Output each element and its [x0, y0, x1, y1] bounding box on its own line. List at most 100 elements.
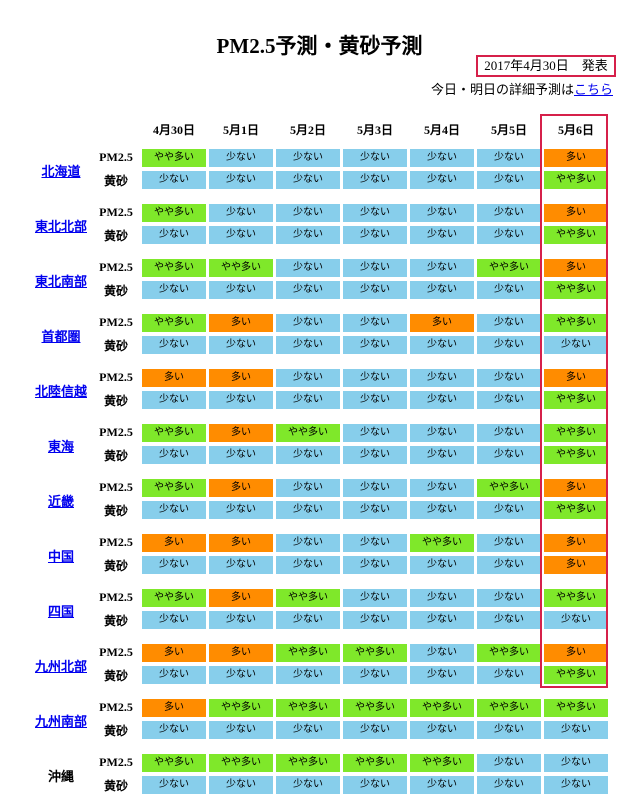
pm25-forecast-cell: やや多い [276, 424, 340, 442]
region-name[interactable]: 東北北部 [34, 219, 87, 234]
date-header: 5月2日 [289, 123, 326, 137]
dust-row-label: 黄砂 [103, 614, 128, 628]
dust-forecast-cell: 少ない [477, 501, 541, 519]
pm25-row-label: PM2.5 [99, 590, 133, 604]
dust-forecast-cell: やや多い [544, 391, 608, 409]
pm25-row-label: PM2.5 [99, 700, 133, 714]
pm25-forecast-cell: 少ない [410, 589, 474, 607]
dust-forecast-cell: 少ない [142, 226, 206, 244]
dust-forecast-cell: 少ない [544, 721, 608, 739]
dust-forecast-cell: 少ない [343, 721, 407, 739]
pm25-forecast-cell: 少ない [343, 369, 407, 387]
dust-forecast-cell: 少ない [343, 501, 407, 519]
dust-row-label: 黄砂 [103, 339, 128, 353]
dust-forecast-cell: 少ない [276, 446, 340, 464]
dust-forecast-cell: 少ない [343, 391, 407, 409]
pm25-forecast-cell: やや多い [343, 699, 407, 717]
pm25-forecast-cell: やや多い [142, 479, 206, 497]
dust-forecast-cell: 少ない [544, 776, 608, 794]
dust-forecast-cell: 少ない [142, 721, 206, 739]
pm25-forecast-cell: 少ない [477, 314, 541, 332]
pm25-forecast-cell: 多い [142, 369, 206, 387]
pm25-forecast-cell: やや多い [142, 589, 206, 607]
pm25-forecast-cell: やや多い [410, 699, 474, 717]
dust-row-label: 黄砂 [103, 724, 128, 738]
pm25-forecast-cell: 多い [544, 149, 608, 167]
dust-forecast-cell: 少ない [410, 226, 474, 244]
pm25-forecast-cell: 少ない [477, 589, 541, 607]
pm25-forecast-cell: 少ない [477, 369, 541, 387]
dust-row-label: 黄砂 [103, 559, 128, 573]
dust-forecast-cell: 少ない [209, 281, 273, 299]
dust-forecast-cell: 少ない [343, 226, 407, 244]
dust-row-label: 黄砂 [103, 779, 128, 793]
date-header: 5月5日 [490, 123, 527, 137]
pm25-forecast-cell: 少ない [343, 534, 407, 552]
pm25-forecast-cell: やや多い [209, 259, 273, 277]
pm25-forecast-cell: 少ない [410, 424, 474, 442]
dust-forecast-cell: 少ない [477, 336, 541, 354]
pm25-forecast-cell: 多い [209, 424, 273, 442]
dust-forecast-cell: 少ない [209, 556, 273, 574]
dust-row-label: 黄砂 [103, 284, 128, 298]
dust-forecast-cell: 少ない [343, 446, 407, 464]
dust-forecast-cell: 少ない [142, 611, 206, 629]
dust-forecast-cell: 少ない [410, 721, 474, 739]
dust-forecast-cell: 少ない [142, 336, 206, 354]
pm25-forecast-cell: 少ない [276, 369, 340, 387]
region-name[interactable]: 北海道 [41, 164, 81, 179]
pm25-forecast-cell: やや多い [276, 589, 340, 607]
pm25-forecast-cell: 少ない [410, 204, 474, 222]
pm25-forecast-cell: 多い [544, 479, 608, 497]
region-name[interactable]: 九州北部 [34, 659, 87, 674]
region-name[interactable]: 東北南部 [34, 274, 87, 289]
date-header: 4月30日 [152, 123, 195, 137]
pm25-forecast-cell: 少ない [343, 424, 407, 442]
dust-forecast-cell: 少ない [209, 776, 273, 794]
pm25-forecast-cell: やや多い [477, 259, 541, 277]
dust-forecast-cell: 少ない [209, 336, 273, 354]
pm25-forecast-cell: やや多い [142, 314, 206, 332]
pm25-forecast-cell: やや多い [477, 699, 541, 717]
dust-forecast-cell: 少ない [209, 501, 273, 519]
dust-forecast-cell: 少ない [343, 666, 407, 684]
pm25-forecast-cell: 少ない [477, 534, 541, 552]
region-name[interactable]: 北陸信越 [34, 384, 87, 399]
dust-forecast-cell: 少ない [343, 281, 407, 299]
dust-forecast-cell: 少ない [276, 171, 340, 189]
dust-row-label: 黄砂 [103, 669, 128, 683]
region-name[interactable]: 首都圏 [41, 329, 81, 344]
dust-forecast-cell: 少ない [410, 391, 474, 409]
pm25-forecast-cell: やや多い [343, 644, 407, 662]
region-name[interactable]: 四国 [47, 604, 74, 619]
dust-forecast-cell: 少ない [343, 611, 407, 629]
dust-forecast-cell: やや多い [544, 501, 608, 519]
detail-forecast-link[interactable]: こちら [573, 82, 613, 97]
dust-forecast-cell: 少ない [343, 776, 407, 794]
dust-forecast-cell: 少ない [477, 666, 541, 684]
dust-forecast-cell: 少ない [410, 336, 474, 354]
pm25-forecast-cell: やや多い [142, 204, 206, 222]
pm25-forecast-cell: 少ない [343, 314, 407, 332]
dust-forecast-cell: 少ない [276, 281, 340, 299]
pm25-forecast-cell: 多い [544, 534, 608, 552]
region-name[interactable]: 近畿 [47, 494, 74, 509]
dust-forecast-cell: 少ない [276, 776, 340, 794]
pm25-forecast-cell: 少ない [343, 204, 407, 222]
pm25-forecast-cell: やや多い [209, 754, 273, 772]
detail-forecast-line: 今日・明日の詳細予測はこちら [431, 79, 613, 98]
pm25-forecast-cell: やや多い [276, 754, 340, 772]
region-name[interactable]: 東海 [47, 439, 74, 454]
region-name[interactable]: 中国 [47, 549, 74, 564]
pm25-forecast-cell: 多い [209, 479, 273, 497]
pm25-forecast-cell: 少ない [343, 479, 407, 497]
dust-forecast-cell: 少ない [209, 611, 273, 629]
pm25-forecast-cell: 多い [209, 314, 273, 332]
dust-forecast-cell: 少ない [276, 501, 340, 519]
dust-forecast-cell: 少ない [410, 446, 474, 464]
pm25-forecast-cell: 少ない [209, 149, 273, 167]
dust-forecast-cell: 少ない [209, 391, 273, 409]
dust-row-label: 黄砂 [103, 449, 128, 463]
dust-forecast-cell: 少ない [209, 446, 273, 464]
region-name[interactable]: 九州南部 [34, 714, 87, 729]
